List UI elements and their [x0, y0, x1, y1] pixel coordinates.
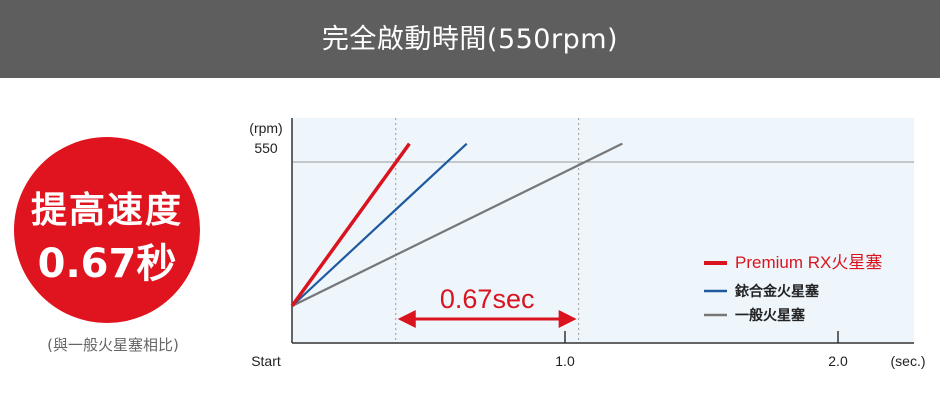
y-tick-label-0: 550	[254, 140, 278, 156]
speed-badge: 提高速度 0.67秒	[14, 137, 200, 323]
legend-label-2: 銥合金火星塞	[735, 283, 820, 299]
annotation-arrowhead-left	[397, 310, 416, 328]
x-tick-label-2: 2.0	[828, 353, 848, 369]
title-banner	[0, 0, 940, 78]
x-tick-label-0: Start	[251, 353, 281, 369]
legend-label-1: Premium RX火星塞	[735, 253, 882, 272]
badge-value: 0.67秒	[37, 241, 177, 287]
badge-headline: 提高速度	[30, 190, 183, 231]
x-axis-label: (sec.)	[891, 353, 926, 369]
annotation-arrowhead-right	[558, 310, 577, 328]
annotation-label: 0.67sec	[440, 284, 535, 314]
badge-comparison-note: (與一般火星塞相比)	[47, 336, 179, 354]
series-line-2	[291, 142, 468, 307]
series-line-1	[290, 142, 411, 308]
x-tick-label-1: 1.0	[555, 353, 575, 369]
plot-area	[292, 118, 914, 343]
legend-label-3: 一般火星塞	[735, 307, 806, 323]
y-axis-label: (rpm)	[249, 120, 282, 136]
series-line-3	[291, 142, 623, 307]
page-title: 完全啟動時間(550rpm)	[321, 24, 619, 55]
